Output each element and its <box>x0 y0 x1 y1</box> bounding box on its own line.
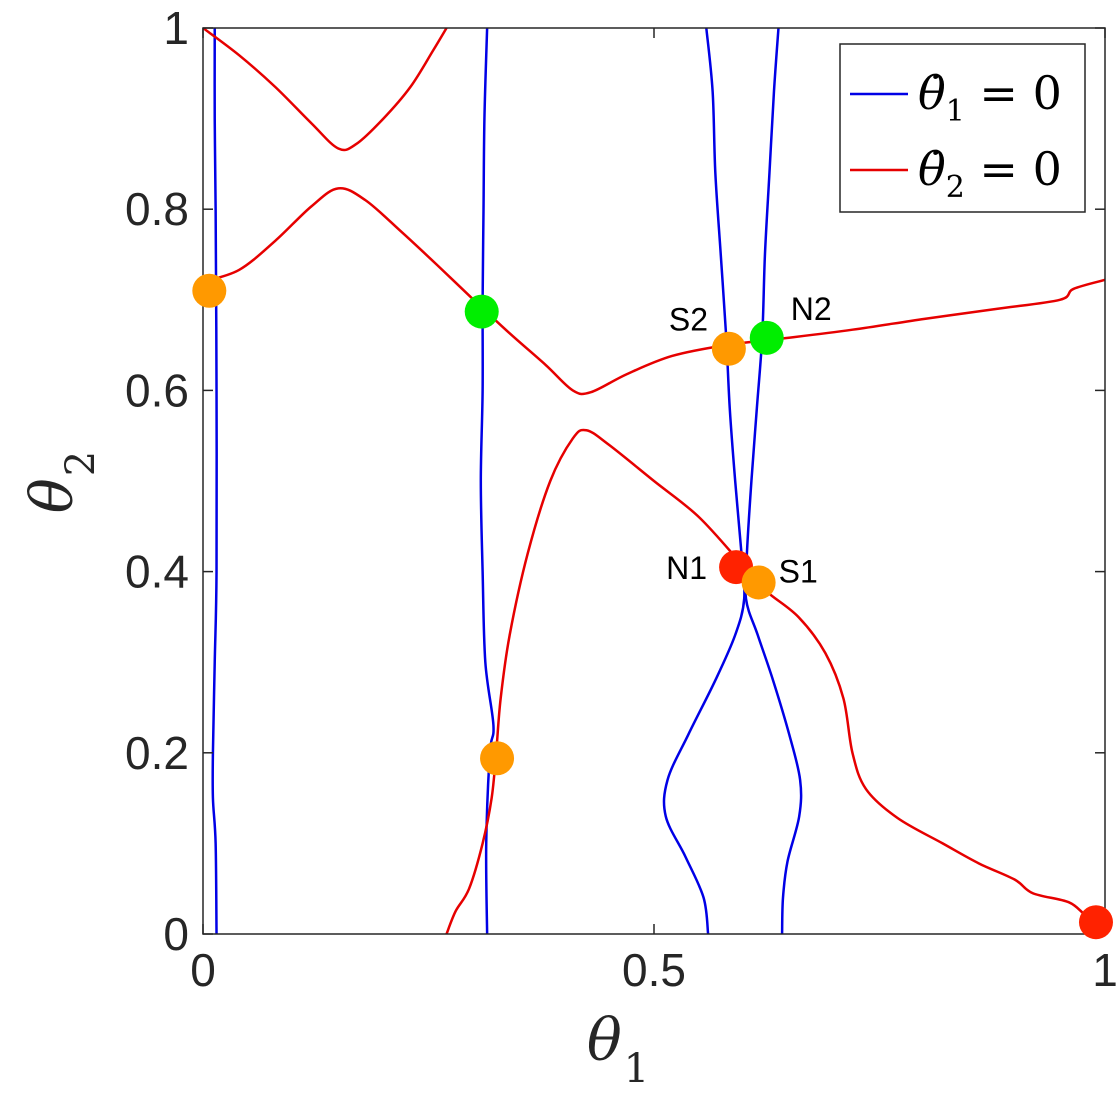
svg-text:θ2: θ2 <box>18 451 104 513</box>
point-label-s2: S2 <box>669 302 708 338</box>
y-axis-label-sub: 2 <box>58 451 104 476</box>
x-axis-label-sub: 1 <box>624 1046 649 1092</box>
equilibrium-point-s1 <box>741 565 776 600</box>
y-tick-label: 0.8 <box>125 183 189 235</box>
legend: θ̇1 = 0 θ̇2 = 0 <box>839 43 1086 213</box>
x-axis-label-var: θ <box>587 1006 622 1074</box>
axis-ticks: 0 0.5 1 0 0.2 0.4 0.6 0.8 1 <box>125 2 1117 996</box>
equilibrium-point-2 <box>464 294 499 329</box>
x-tick-label: 1 <box>1092 944 1117 996</box>
series-1-curve-1 <box>211 28 218 934</box>
legend-entry-2-sub: 2 <box>946 170 965 205</box>
x-tick-label: 0.5 <box>622 944 686 996</box>
legend-entry-1: θ̇1 = 0 <box>918 66 1062 129</box>
legend-entry-2-rest: = 0 <box>965 142 1062 196</box>
equilibrium-point-n2 <box>749 320 784 355</box>
equilibrium-points: S2 N2 N1 S1 <box>192 273 1113 940</box>
legend-entry-1-sub: 1 <box>946 94 965 129</box>
legend-box <box>839 43 1086 213</box>
legend-entry-1-rest: = 0 <box>965 66 1062 120</box>
point-label-s1: S1 <box>779 553 818 589</box>
y-tick-label: 0 <box>163 908 189 960</box>
y-axis-label-var: θ <box>18 478 86 513</box>
legend-entry-2-var: θ̇ <box>918 142 946 196</box>
point-label-n2: N2 <box>791 291 832 327</box>
equilibrium-point-1 <box>192 273 227 308</box>
legend-entry-1-var: θ̇ <box>918 66 946 120</box>
equilibrium-point-3 <box>480 741 515 776</box>
y-tick-label: 1 <box>163 2 189 54</box>
equilibrium-point-8 <box>1078 905 1113 940</box>
y-axis-label: θ2 <box>18 451 104 513</box>
point-label-n1: N1 <box>666 550 707 586</box>
y-tick-label: 0.2 <box>125 727 189 779</box>
legend-entry-2: θ̇2 = 0 <box>918 142 1062 205</box>
series-2-curve-1 <box>203 28 448 152</box>
y-tick-label: 0.4 <box>125 546 189 598</box>
x-axis-label: θ1 <box>587 1006 649 1092</box>
series-2-curve-2 <box>203 187 1105 396</box>
y-tick-label: 0.6 <box>125 364 189 416</box>
x-tick-label: 0 <box>190 944 216 996</box>
equilibrium-point-s2 <box>711 331 746 366</box>
